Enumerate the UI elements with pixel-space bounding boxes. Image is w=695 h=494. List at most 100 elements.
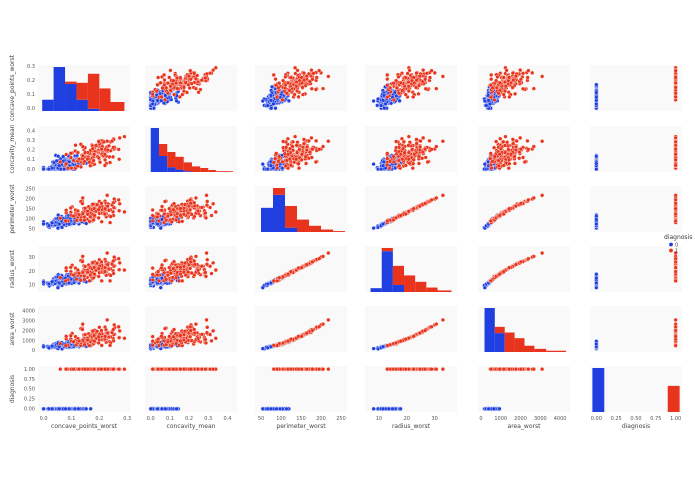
point-class1 <box>502 143 508 148</box>
point-class1 <box>99 147 104 152</box>
point-class1 <box>501 139 506 144</box>
point-class1 <box>504 68 509 73</box>
point-class1 <box>82 218 87 223</box>
point-class1 <box>64 208 69 213</box>
point-class1 <box>501 211 506 217</box>
point-class1 <box>288 163 293 168</box>
point-class1 <box>314 138 319 143</box>
point-class1 <box>400 146 406 151</box>
point-class1 <box>421 135 426 140</box>
point-class1 <box>427 75 433 80</box>
point-class1 <box>497 152 502 157</box>
point-class1 <box>495 74 500 79</box>
point-class1 <box>540 74 545 79</box>
point-class1 <box>423 147 428 152</box>
point-class1 <box>488 151 493 156</box>
point-class1 <box>99 278 104 283</box>
hist-bar-concave_points_worst-class0 <box>65 83 77 111</box>
point-class0 <box>487 101 493 106</box>
hist-bar-perimeter_worst-class0 <box>273 194 285 232</box>
point-class0 <box>265 167 270 172</box>
point-class1 <box>159 204 165 209</box>
point-class1 <box>180 219 185 224</box>
point-class1 <box>417 74 422 79</box>
point-class0 <box>594 167 599 172</box>
point-class0 <box>50 166 55 171</box>
hist-bar-concave_points_worst-class1 <box>76 82 88 100</box>
point-class0 <box>268 163 273 168</box>
point-class1 <box>168 68 173 73</box>
point-class0 <box>380 98 386 103</box>
point-class1 <box>165 214 170 219</box>
point-class0 <box>57 221 62 227</box>
point-class1 <box>406 88 411 94</box>
point-class1 <box>299 75 304 80</box>
point-class1 <box>420 156 425 161</box>
point-class1 <box>496 163 501 168</box>
point-class1 <box>525 75 530 80</box>
point-class0 <box>484 103 489 108</box>
point-class1 <box>673 157 678 162</box>
point-class1 <box>96 139 101 144</box>
point-class1 <box>506 166 511 171</box>
point-class1 <box>434 195 439 201</box>
point-class1 <box>394 139 399 144</box>
point-class1 <box>80 270 85 275</box>
point-class1 <box>526 68 531 73</box>
point-class1 <box>168 84 173 89</box>
point-class1 <box>178 80 183 85</box>
point-class1 <box>117 260 122 265</box>
panel-concave_points_worst-vs-diagnosis-bg <box>590 65 682 111</box>
point-class1 <box>116 197 121 202</box>
point-class1 <box>434 144 439 149</box>
point-class1 <box>418 138 423 144</box>
point-class1 <box>401 139 407 144</box>
point-class1 <box>164 85 169 90</box>
point-class1 <box>209 213 214 218</box>
point-class1 <box>396 91 401 96</box>
point-class1 <box>193 76 199 81</box>
point-class1 <box>105 193 110 198</box>
point-class1 <box>398 80 403 85</box>
point-class1 <box>204 71 209 77</box>
point-class0 <box>371 226 376 231</box>
point-class1 <box>421 68 426 73</box>
point-class1 <box>673 152 678 157</box>
point-class1 <box>196 90 201 95</box>
point-class1 <box>58 159 63 165</box>
point-class1 <box>429 147 434 152</box>
point-class1 <box>411 161 416 166</box>
point-class1 <box>275 162 280 168</box>
point-class1 <box>90 146 95 151</box>
point-class1 <box>300 85 305 90</box>
point-class1 <box>525 138 530 143</box>
point-class1 <box>199 78 204 83</box>
point-class1 <box>155 82 160 87</box>
hist-bar-concavity_mean-class1 <box>191 166 201 172</box>
point-class1 <box>117 135 122 140</box>
point-class1 <box>180 92 185 97</box>
point-class0 <box>482 162 487 167</box>
point-class0 <box>397 98 402 103</box>
point-class1 <box>510 85 515 90</box>
point-class1 <box>87 219 92 224</box>
point-class1 <box>165 81 170 86</box>
point-class1 <box>69 166 74 171</box>
point-class0 <box>594 90 599 95</box>
point-class1 <box>490 159 495 164</box>
point-class0 <box>383 101 388 106</box>
point-class0 <box>269 106 274 111</box>
hist-bar-concavity_mean-class1 <box>175 156 184 170</box>
point-class1 <box>96 207 101 212</box>
point-class1 <box>80 195 85 201</box>
point-class1 <box>518 201 523 206</box>
point-class1 <box>410 147 415 152</box>
hist-bar-concavity_mean-class1 <box>167 152 176 168</box>
hist-bar-concave_points_worst-class0 <box>42 99 54 111</box>
point-class1 <box>391 97 396 102</box>
point-class1 <box>406 134 411 139</box>
point-class1 <box>424 71 430 76</box>
point-class1 <box>74 277 79 282</box>
point-class1 <box>531 195 536 201</box>
point-class1 <box>492 154 497 159</box>
